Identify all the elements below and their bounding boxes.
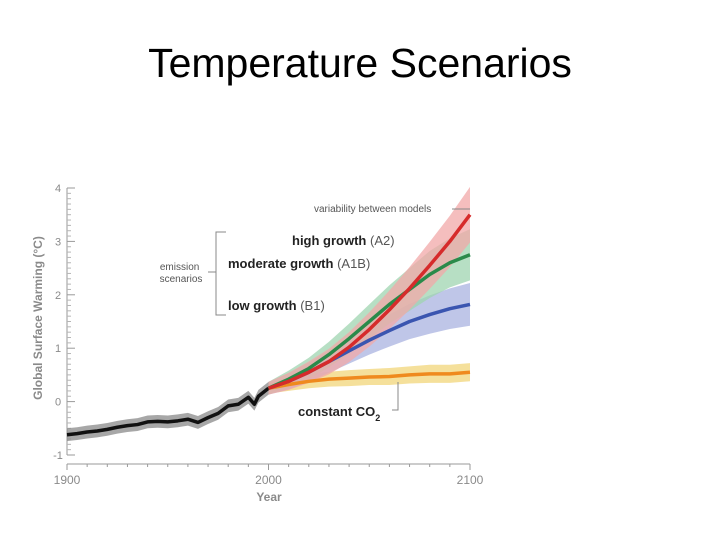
y-tick-label: 1 [55, 343, 61, 355]
series-line [268, 370, 471, 390]
slide-title: Temperature Scenarios [148, 40, 572, 86]
series-label: constant CO2 [298, 404, 380, 423]
y-tick-label: 0 [55, 397, 61, 409]
scenario-bracket [208, 231, 226, 316]
uncertainty-bands [67, 186, 470, 442]
variability-annotation: variability between models [314, 204, 431, 215]
series-label: low growth (B1) [228, 298, 325, 313]
x-tick-label: 1900 [54, 473, 81, 487]
y-tick-label: 3 [55, 236, 61, 248]
x-tick-label: 2000 [255, 473, 282, 487]
x-axis-label: Year [256, 490, 282, 504]
y-tick-label: 4 [55, 183, 61, 195]
y-tick-label: 2 [55, 290, 61, 302]
bracket-label: emission scenarios [160, 262, 203, 285]
x-tick-label: 2100 [457, 473, 484, 487]
y-axis-ticks: -1 0 1 2 3 4 [53, 183, 75, 462]
series-line [267, 213, 472, 390]
series-label: moderate growth (A1B) [228, 256, 370, 271]
series-line [66, 386, 270, 437]
co2-callout-line [392, 382, 399, 411]
series-labels: high growth (A2) moderate growth (A1B) low… [228, 233, 395, 423]
x-axis-ticks: 1900 2000 2100 [54, 464, 484, 487]
series-band [268, 186, 470, 395]
y-axis-label: Global Surface Warming (°C) [31, 236, 45, 400]
series-line [267, 253, 471, 390]
y-tick-label: -1 [53, 450, 63, 462]
series-lines [66, 213, 472, 437]
series-label: high growth (A2) [292, 233, 395, 248]
